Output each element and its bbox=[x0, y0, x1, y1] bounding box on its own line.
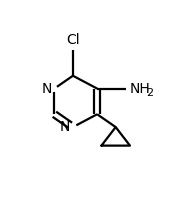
Text: NH: NH bbox=[130, 82, 151, 96]
Text: N: N bbox=[41, 82, 52, 96]
Text: N: N bbox=[60, 120, 70, 134]
Text: Cl: Cl bbox=[66, 33, 80, 47]
Text: 2: 2 bbox=[146, 88, 153, 98]
